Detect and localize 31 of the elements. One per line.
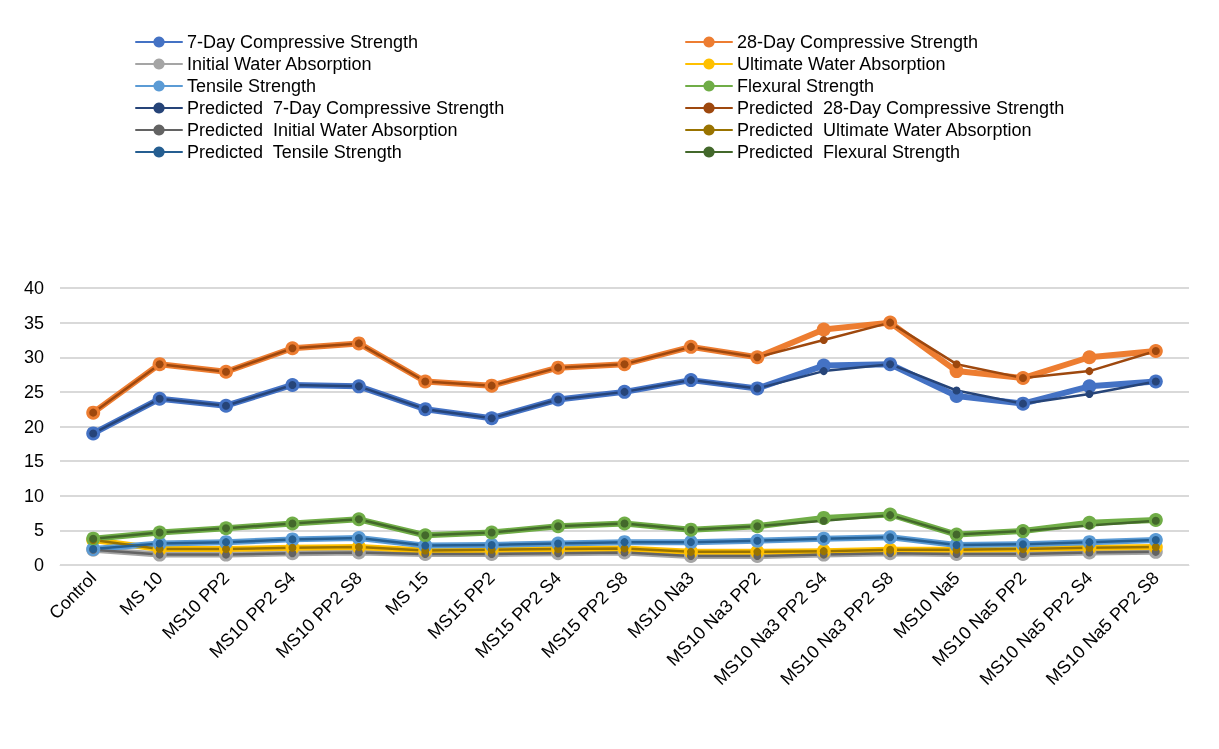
y-tick-label: 5 — [33, 520, 44, 541]
point — [952, 360, 961, 369]
legend-label: 7-Day Compressive Strength — [187, 32, 419, 52]
legend-label: Tensile Strength — [187, 76, 317, 96]
point — [819, 367, 828, 376]
legend-label: 28-Day Compressive Strength — [737, 32, 979, 52]
y-tick-label: 0 — [33, 555, 44, 575]
point — [816, 322, 831, 337]
legend-label: Predicted Initial Water Absorption — [187, 120, 458, 140]
y-tick-label: 40 — [23, 278, 44, 298]
x-tick-label: MS 15 — [381, 567, 433, 619]
legend-label: Predicted Tensile Strength — [187, 142, 402, 162]
point — [1082, 350, 1097, 365]
x-tick-label: MS 10 — [115, 567, 167, 619]
y-tick-label: 20 — [23, 416, 44, 437]
legend-label: Flexural Strength — [737, 76, 875, 96]
legend-label: Predicted Ultimate Water Absorption — [737, 120, 1032, 140]
y-tick-label: 30 — [23, 347, 44, 368]
point — [952, 386, 961, 395]
point — [1085, 367, 1094, 376]
y-tick-label: 25 — [23, 381, 44, 402]
point — [819, 335, 828, 344]
legend-label: Predicted 28-Day Compressive Strength — [737, 98, 1065, 118]
legend-label: Initial Water Absorption — [187, 54, 372, 74]
y-tick-label: 35 — [23, 312, 44, 333]
legend-label: Ultimate Water Absorption — [737, 54, 946, 74]
y-tick-label: 10 — [23, 485, 44, 506]
legend-label: Predicted 7-Day Compressive Strength — [187, 98, 505, 118]
point — [1085, 389, 1094, 398]
legend-label: Predicted Flexural Strength — [737, 142, 961, 162]
y-tick-label: 15 — [23, 451, 44, 472]
